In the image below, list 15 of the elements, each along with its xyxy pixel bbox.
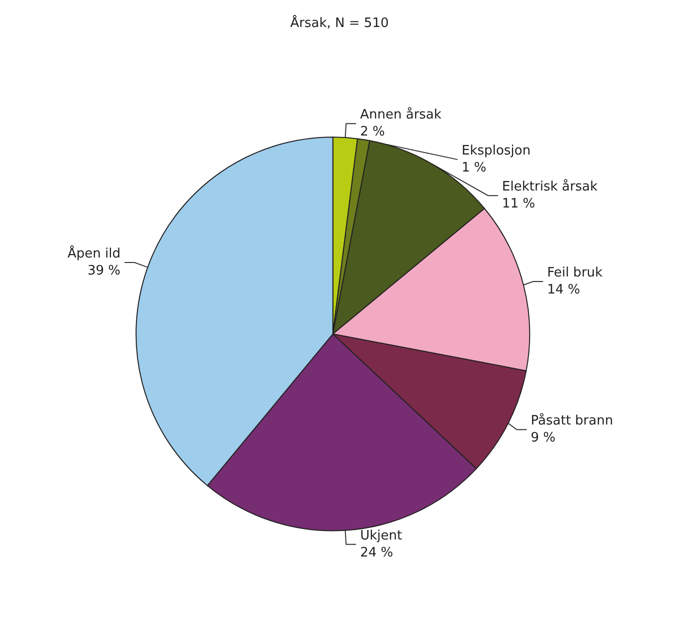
slice-label: Annen årsak <box>360 106 442 123</box>
slice-label: Åpen ild <box>68 244 121 262</box>
slice-label: Eksplosjon <box>462 144 531 159</box>
data-label: 1 % <box>462 160 486 176</box>
slice-label: Påsatt brann <box>530 412 614 429</box>
data-label: 39 % <box>88 264 121 279</box>
slice-label: Elektrisk årsak <box>502 178 598 195</box>
slice-label: Feil bruk <box>547 266 604 281</box>
data-label: 11 % <box>502 196 536 212</box>
data-label: 24 % <box>360 545 394 560</box>
chart-title: Årsak, N = 510 <box>290 14 389 31</box>
data-label: 2 % <box>360 124 385 140</box>
data-label: 14 % <box>547 282 580 298</box>
slice-label: Ukjent <box>360 528 402 544</box>
data-label: 9 % <box>530 430 556 446</box>
